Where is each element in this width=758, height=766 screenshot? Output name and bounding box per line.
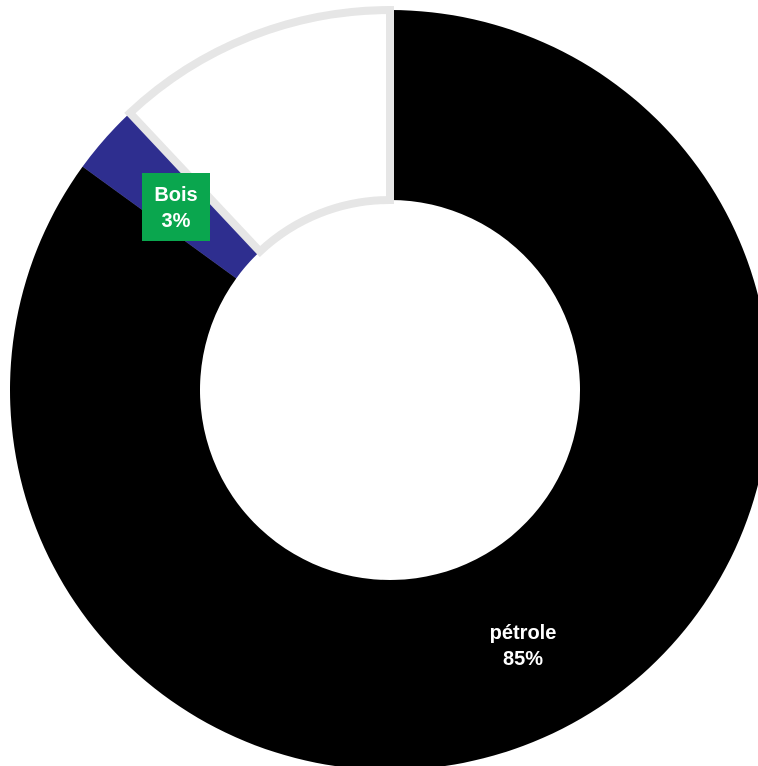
- slice-value-bois: 3%: [162, 210, 191, 232]
- data-label-bois: Bois 3%: [142, 173, 210, 241]
- slice-name-bois: Bois: [154, 184, 197, 206]
- slice-unlabeled: [124, 5, 394, 258]
- slice-value-petrole: 85%: [503, 648, 543, 670]
- slice-petrole: [10, 10, 758, 766]
- data-label-box-bois: [142, 173, 210, 241]
- slice-name-petrole: pétrole: [490, 622, 557, 644]
- data-label-petrole: pétrole 85%: [490, 622, 557, 670]
